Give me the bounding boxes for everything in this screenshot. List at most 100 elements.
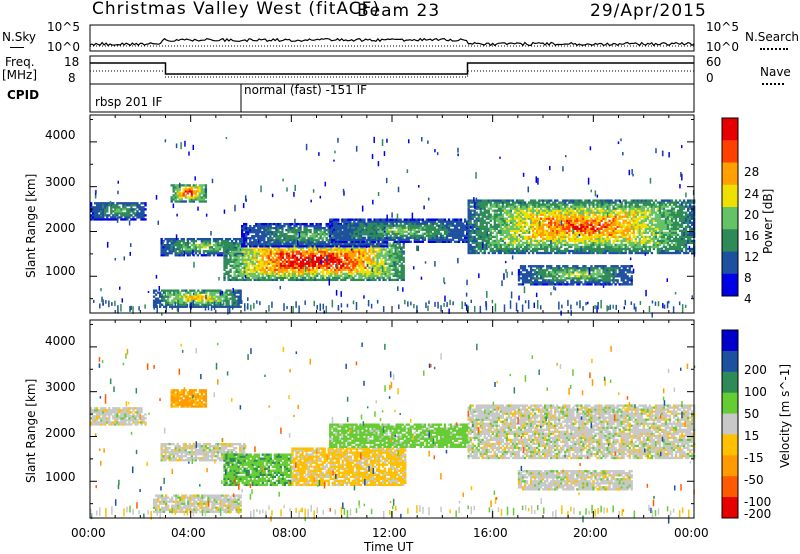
power-cell-3	[261, 250, 264, 253]
power-cell-6	[594, 203, 597, 206]
power-cell-6	[572, 221, 575, 224]
power-cell-3	[346, 250, 349, 253]
power-cell-1	[241, 254, 244, 257]
power-cell-0	[92, 208, 95, 211]
power-cell-6	[481, 223, 484, 226]
power-cell-5	[415, 218, 418, 221]
power-cell-6	[539, 243, 543, 247]
power-cell-1	[170, 252, 173, 255]
power-cell-4	[249, 231, 252, 234]
power-cell-3	[320, 264, 323, 267]
power-cell-0	[138, 204, 141, 207]
power-cell-5	[405, 238, 408, 241]
power-cell-5	[377, 226, 380, 229]
power-cell-3	[289, 250, 293, 253]
power-cell-1	[166, 252, 169, 255]
power-cell-3	[390, 252, 393, 255]
power-cell-6	[527, 225, 531, 228]
power-cell-6	[552, 235, 555, 239]
power-cell-3	[271, 274, 275, 278]
power-cell-4	[279, 233, 282, 236]
power-cell-3	[223, 268, 226, 271]
power-cell-3	[275, 246, 279, 249]
power-cell-4	[259, 226, 262, 230]
power-cell-4	[269, 241, 272, 244]
power-cell-3	[299, 252, 303, 255]
power-cell-6	[560, 249, 563, 253]
power-cell-3	[259, 246, 262, 249]
power-cell-6	[564, 223, 567, 226]
power-cell-6	[584, 225, 587, 228]
power-cell-5	[421, 218, 425, 221]
power-cell-6	[560, 227, 563, 230]
power-cell-6	[574, 227, 577, 230]
power-cell-3	[293, 244, 297, 247]
power-cell-4	[309, 237, 312, 240]
power-cell-3	[336, 270, 339, 273]
power-cell-6	[483, 215, 486, 218]
power-cell-6	[578, 207, 581, 210]
power-cell-3	[400, 268, 403, 271]
power-cell-5	[397, 228, 400, 231]
power-cell-6	[529, 239, 533, 243]
power-cell-0	[108, 218, 111, 221]
power-cell-4	[323, 229, 326, 232]
power-cell-4	[307, 231, 310, 234]
power-cell-5	[429, 222, 433, 225]
power-cell-4	[299, 239, 302, 242]
power-cell-3	[297, 268, 301, 271]
power-cell-5	[339, 234, 342, 237]
power-cell-6	[507, 211, 511, 214]
power-cell-0	[100, 218, 103, 221]
power-cell-6	[477, 245, 480, 249]
power-cell-6	[513, 209, 517, 212]
power-cell-4	[275, 224, 278, 228]
power-cell-6	[568, 249, 571, 253]
power-cell-3	[382, 254, 385, 257]
power-cell-1	[202, 244, 206, 247]
power-cell-3	[350, 250, 353, 253]
power-cell-5	[329, 232, 332, 235]
power-cell-3	[328, 246, 331, 249]
power-cell-6	[578, 231, 581, 235]
power-cell-5	[377, 220, 380, 223]
power-cell-6	[592, 199, 595, 202]
power-cell-4	[315, 239, 318, 242]
power-cell-3	[231, 258, 234, 261]
power-cell-3	[374, 274, 377, 278]
power-cell-3	[386, 276, 389, 280]
power-cell-0	[114, 218, 117, 221]
power-cell-5	[451, 218, 455, 221]
power-cell-5	[427, 240, 431, 243]
power-cell-6	[487, 211, 490, 214]
power-cell-6	[483, 229, 486, 232]
power-cell-6	[576, 219, 579, 222]
power-cell-3	[376, 246, 379, 249]
power-cell-4	[335, 245, 338, 248]
power-cell-6	[572, 205, 575, 208]
power-cell-3	[283, 270, 287, 273]
power-cell-3	[386, 250, 389, 253]
power-cell-4	[253, 239, 256, 242]
power-cell-2	[188, 186, 191, 189]
power-cell-6	[529, 241, 533, 245]
power-cell-6	[590, 233, 593, 237]
power-cell-5	[421, 222, 425, 225]
power-cell-6	[586, 221, 589, 224]
power-cell-4	[305, 239, 308, 242]
power-cell-6	[582, 225, 585, 228]
power-cell-3	[293, 272, 297, 275]
power-cell-6	[511, 237, 515, 241]
power-cell-6	[578, 215, 581, 218]
power-cell-3	[348, 256, 351, 259]
power-cell-6	[590, 249, 593, 253]
power-cell-6	[521, 225, 525, 228]
power-cell-5	[413, 220, 416, 223]
power-cell-4	[345, 243, 348, 246]
power-cell-5	[453, 226, 457, 229]
power-cell-6	[499, 249, 503, 253]
power-cell-5	[343, 222, 346, 225]
power-cell-6	[489, 205, 492, 208]
power-cell-5	[409, 234, 412, 237]
power-cell-5	[461, 222, 465, 225]
